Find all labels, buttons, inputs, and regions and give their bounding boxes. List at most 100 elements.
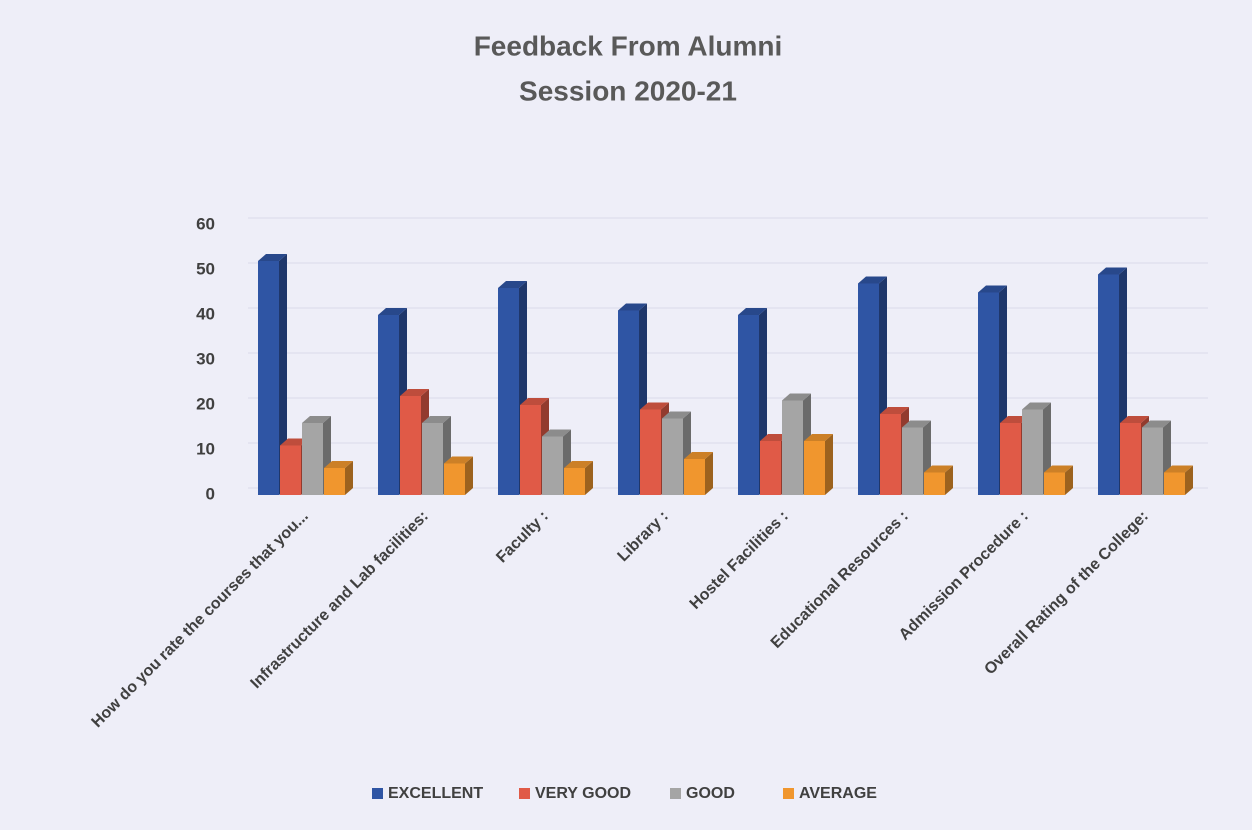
bar	[760, 441, 781, 495]
bar	[880, 414, 901, 495]
bar-side	[825, 434, 833, 495]
bar-top	[978, 285, 1007, 293]
chart-title: Feedback From Alumni	[474, 30, 783, 61]
bar	[258, 261, 279, 495]
bar-top	[564, 461, 593, 468]
bar	[498, 288, 519, 495]
bar	[1022, 409, 1043, 495]
bar	[978, 292, 999, 495]
legend-swatch	[372, 788, 383, 799]
bar-top	[1022, 402, 1051, 410]
bar	[782, 400, 803, 495]
bar	[924, 465, 953, 495]
legend-swatch	[783, 788, 794, 799]
bar	[258, 254, 287, 495]
legend-label: GOOD	[686, 785, 735, 802]
bar	[1164, 472, 1185, 495]
bar	[400, 396, 421, 495]
bar	[858, 276, 887, 495]
bar	[738, 315, 759, 495]
legend-label: EXCELLENT	[388, 785, 483, 802]
bar-top	[258, 254, 287, 261]
bar-top	[804, 434, 833, 441]
bar-side	[345, 461, 353, 495]
bar-top	[280, 438, 309, 446]
bar	[422, 423, 443, 495]
bar-side	[705, 452, 713, 495]
bar-side	[585, 461, 593, 495]
bar	[684, 452, 713, 495]
bar-top	[880, 407, 909, 414]
bar	[564, 468, 585, 495]
bar-top	[498, 281, 527, 288]
bar-side	[1065, 465, 1073, 495]
bar-top	[444, 456, 473, 464]
bar-side	[945, 465, 953, 495]
bar-top	[1098, 267, 1127, 275]
bar	[1000, 423, 1021, 495]
bar-top	[640, 402, 669, 410]
y-tick-label: 60	[196, 214, 215, 233]
bar	[324, 461, 353, 495]
y-tick-label: 30	[196, 349, 215, 368]
x-tick-label: Faculty :	[493, 508, 552, 567]
x-tick-label: Admission Procedure :	[896, 508, 1032, 644]
bar-top	[858, 276, 887, 284]
bar	[542, 436, 563, 495]
bar	[324, 468, 345, 495]
bar	[1164, 465, 1193, 495]
bar	[858, 283, 879, 495]
bar-top	[684, 452, 713, 459]
bar	[302, 423, 323, 495]
y-tick-label: 40	[196, 304, 215, 323]
bar	[662, 418, 683, 495]
bar-top	[1000, 416, 1029, 423]
bar-top	[324, 461, 353, 468]
bar	[564, 461, 593, 495]
bar-top	[618, 303, 647, 311]
x-tick-label: Educational Resources :	[768, 508, 912, 652]
bar-top	[1164, 465, 1193, 473]
bar	[444, 463, 465, 495]
bar-side	[465, 456, 473, 495]
legend-swatch	[519, 788, 530, 799]
bar	[1044, 472, 1065, 495]
bar	[640, 409, 661, 495]
x-tick-label: Library :	[615, 508, 672, 565]
bar-top	[1044, 465, 1073, 473]
bar-top	[1142, 420, 1171, 428]
y-tick-label: 50	[196, 259, 215, 278]
bar-top	[520, 398, 549, 405]
bar-top	[782, 393, 811, 401]
legend-swatch	[670, 788, 681, 799]
x-tick-label: Hostel Facilities :	[687, 508, 792, 613]
bar	[804, 434, 833, 495]
bar-top	[902, 420, 931, 428]
chart-subtitle: Session 2020-21	[519, 75, 737, 106]
bar-top	[924, 465, 953, 473]
bar	[924, 472, 945, 495]
bar-top	[422, 416, 451, 423]
bar-top	[662, 411, 691, 419]
y-tick-label: 20	[196, 394, 215, 413]
bar-top	[542, 429, 571, 437]
y-tick-label: 10	[196, 439, 215, 458]
bar-top	[738, 308, 767, 315]
bar	[1044, 465, 1073, 495]
bar-top	[1120, 416, 1149, 423]
bar	[378, 315, 399, 495]
legend-label: VERY GOOD	[535, 785, 631, 802]
bar	[444, 456, 473, 495]
bar	[520, 405, 541, 495]
bar	[1142, 427, 1163, 495]
bar	[1120, 423, 1141, 495]
bar	[280, 445, 301, 495]
bar	[978, 285, 1007, 495]
bar-top	[400, 389, 429, 396]
bar-side	[1185, 465, 1193, 495]
bar	[684, 459, 705, 495]
bar	[1098, 274, 1119, 495]
bar	[804, 441, 825, 495]
bar-top	[378, 308, 407, 315]
